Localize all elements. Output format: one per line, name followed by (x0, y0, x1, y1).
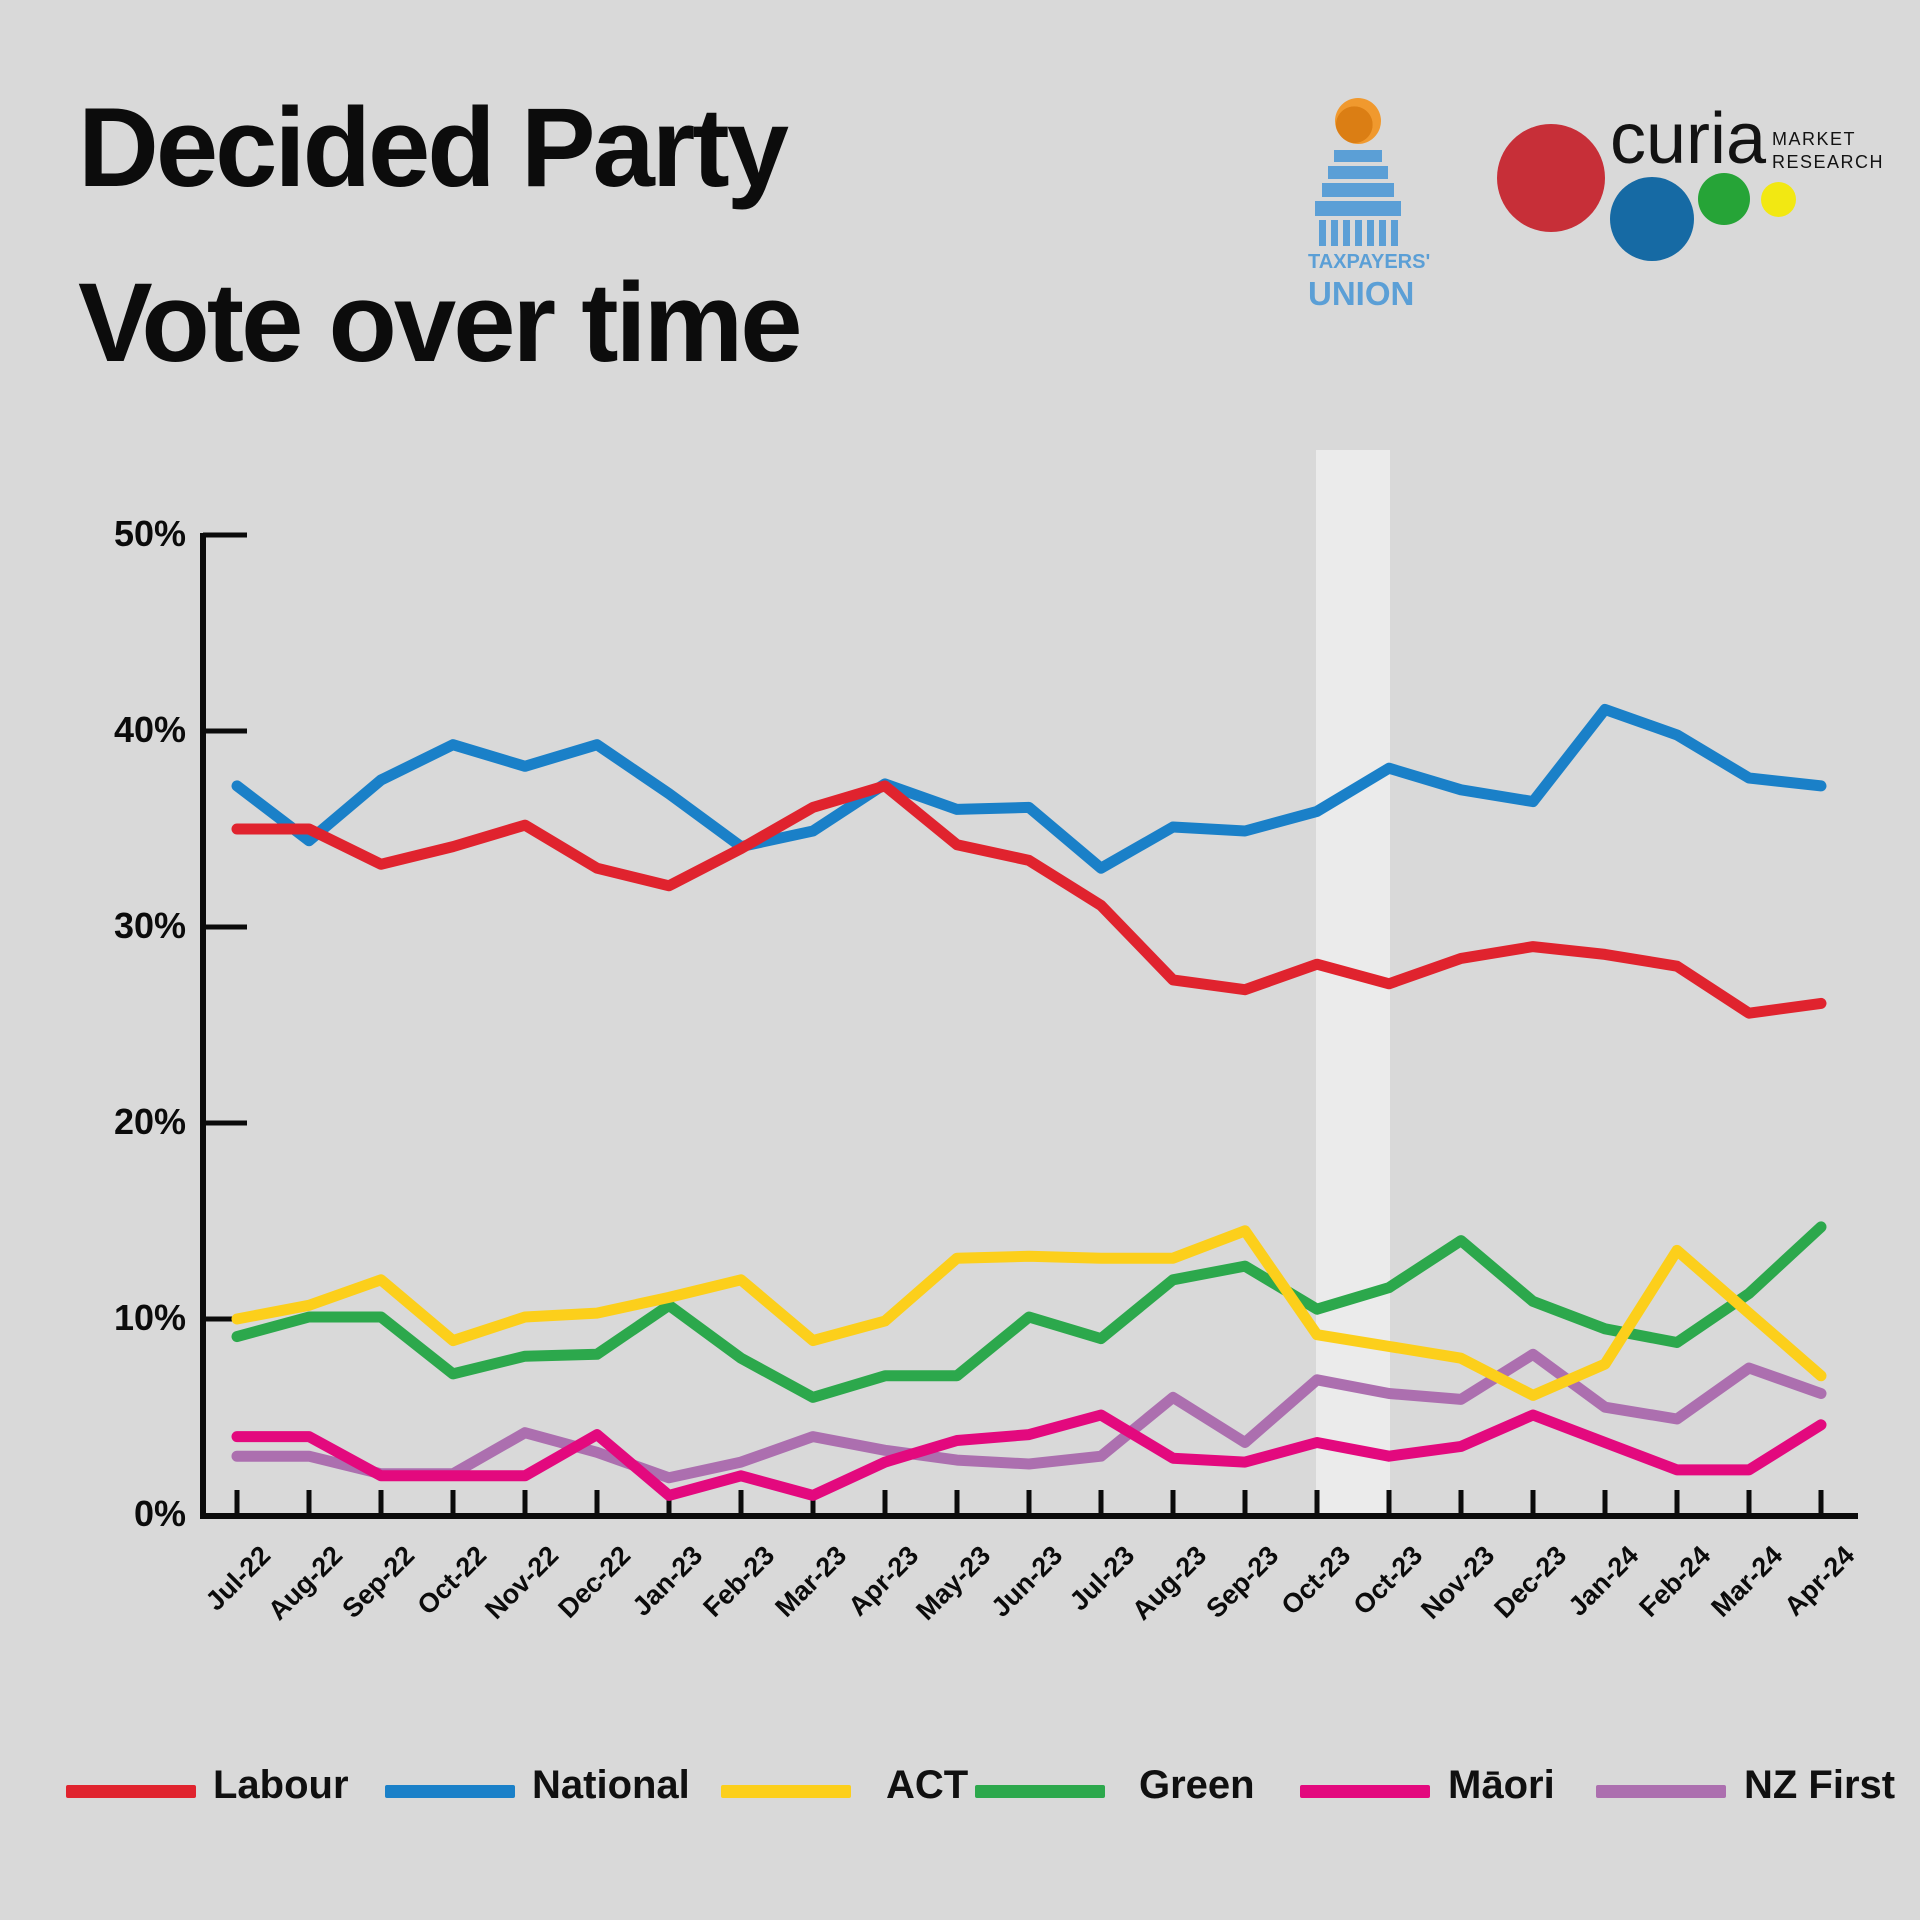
y-axis-label: 10% (113, 1297, 186, 1338)
y-axis-label: 40% (113, 709, 186, 750)
legend-swatch-labour (66, 1785, 196, 1798)
curia-yellow-circle-icon (1761, 182, 1796, 217)
taxpayers-union-wordmark: TAXPAYERS' (1308, 251, 1431, 273)
series-line-national (231, 703, 1827, 874)
y-axis-label: 30% (113, 905, 186, 946)
beehive-tier-icon (1322, 183, 1394, 197)
curia-green-circle-icon (1698, 173, 1750, 225)
taxpayers-union-wordmark: UNION (1308, 275, 1415, 312)
legend-swatch-act (721, 1785, 851, 1798)
beehive-tier-icon (1315, 201, 1401, 216)
legend-swatch-national (385, 1785, 515, 1798)
legend-label-māori: Māori (1448, 1763, 1555, 1807)
kiwi-sun-icon (1335, 98, 1381, 144)
legend-swatch-nz-first (1596, 1785, 1726, 1798)
taxpayers-union-logo: TAXPAYERS' UNION (1308, 98, 1431, 313)
curia-red-circle-icon (1497, 124, 1605, 232)
page-title-line2: Vote over time (78, 260, 802, 385)
curia-logo: curia MARKET RESEARCH (1480, 90, 1900, 290)
series-line-green (231, 1221, 1827, 1403)
legend-swatch-green (975, 1785, 1105, 1798)
beehive-tier-icon (1334, 150, 1382, 162)
series-line-nz-first (231, 1348, 1827, 1484)
legend-label-nz-first: NZ First (1744, 1763, 1896, 1807)
curia-blue-circle-icon (1610, 177, 1694, 261)
series-line-act (231, 1225, 1827, 1401)
legend-label-green: Green (1139, 1763, 1255, 1807)
y-axis-label: 50% (113, 513, 186, 554)
legend-swatch-māori (1300, 1785, 1430, 1798)
page-title: Decided Party Vote over time (78, 60, 802, 410)
legend-label-act: ACT (886, 1763, 969, 1807)
beehive-columns-icon (1308, 220, 1408, 246)
y-axis-label: 20% (113, 1101, 186, 1142)
legend-label-national: National (532, 1763, 690, 1807)
page-title-line1: Decided Party (78, 85, 789, 210)
legend-label-labour: Labour (213, 1763, 349, 1807)
beehive-tier-icon (1328, 166, 1388, 179)
curia-wordmark: curia (1610, 99, 1767, 179)
curia-tagline: MARKET RESEARCH (1772, 129, 1885, 172)
series-line-māori (231, 1409, 1827, 1501)
y-axis-label: 0% (133, 1493, 186, 1534)
series-line-labour (231, 780, 1827, 1019)
